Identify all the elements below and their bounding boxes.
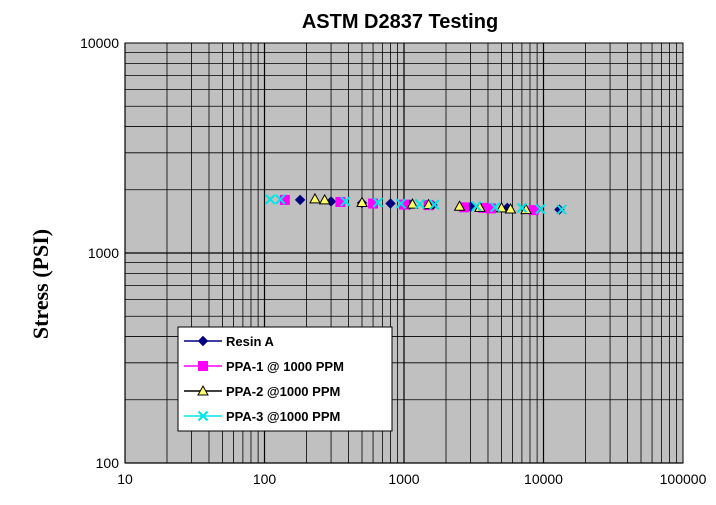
data-point [356, 196, 368, 207]
x-marker-stroke [429, 199, 440, 210]
data-point [275, 194, 286, 205]
x-marker-stroke [535, 203, 546, 215]
legend-marker [197, 384, 209, 396]
y-tick-labels: 100 1000 10000 [80, 35, 119, 471]
legend-marker [197, 335, 209, 347]
x-marker-stroke [516, 202, 528, 214]
data-point [485, 203, 496, 214]
data-point [528, 205, 539, 216]
data-point [335, 196, 346, 207]
data-point [318, 193, 331, 205]
data-point [535, 203, 546, 215]
data-point [556, 204, 567, 215]
legend: Resin A PPA-1 @ 1000 PPM PPA-2 @1000 PPM PP… [177, 326, 393, 432]
x-tick-label: 100 [253, 471, 277, 487]
x-tick-label: 10000 [524, 471, 563, 487]
legend-label: PPA-2 @1000 PPM [226, 384, 340, 399]
legend-marker [198, 361, 208, 371]
legend-label: Resin A [226, 334, 275, 349]
x-marker-stroke [489, 202, 501, 213]
data-point [395, 198, 407, 209]
x-marker-stroke [265, 194, 276, 205]
legend-label: PPA-1 @ 1000 PPM [226, 359, 344, 374]
data-point [340, 196, 351, 207]
data-point [372, 197, 384, 208]
legend-box [177, 326, 393, 432]
y-tick-label: 10000 [80, 35, 119, 51]
data-point [459, 202, 470, 213]
x-marker-stroke [471, 201, 482, 212]
chart-title: ASTM D2837 Testing [302, 11, 498, 33]
x-tick-label: 100000 [660, 471, 707, 487]
y-axis-label: Stress (PSI) [28, 229, 53, 339]
x-marker-stroke [395, 198, 407, 209]
x-tick-label: 1000 [388, 471, 419, 487]
data-point [504, 202, 517, 214]
data-point [495, 201, 508, 213]
data-point [368, 198, 379, 209]
data-point [294, 194, 306, 206]
data-point [471, 201, 482, 212]
legend-marker [197, 410, 209, 422]
data-point [414, 198, 426, 210]
y-tick-label: 1000 [88, 245, 119, 261]
data-point [385, 198, 396, 209]
x-tick-labels: 10 100 1000 10000 100000 [117, 471, 706, 487]
data-point [516, 202, 528, 214]
x-marker-stroke [372, 197, 384, 208]
x-marker-stroke [556, 204, 567, 215]
y-tick-label: 100 [96, 455, 120, 471]
data-point [265, 194, 276, 205]
x-marker-stroke [340, 196, 351, 207]
x-tick-label: 10 [117, 471, 133, 487]
data-point [489, 202, 501, 213]
x-marker-stroke [275, 194, 286, 205]
data-point [429, 199, 440, 210]
data-point [422, 198, 435, 210]
series-markers [265, 192, 567, 216]
data-point [399, 199, 409, 210]
data-point [279, 194, 290, 205]
legend-label: PPA-3 @1000 PPM [226, 409, 340, 424]
x-marker-stroke [414, 198, 426, 210]
data-point [309, 192, 321, 204]
data-point [406, 198, 419, 209]
x-marker-stroke [197, 410, 209, 422]
data-point [453, 200, 466, 211]
